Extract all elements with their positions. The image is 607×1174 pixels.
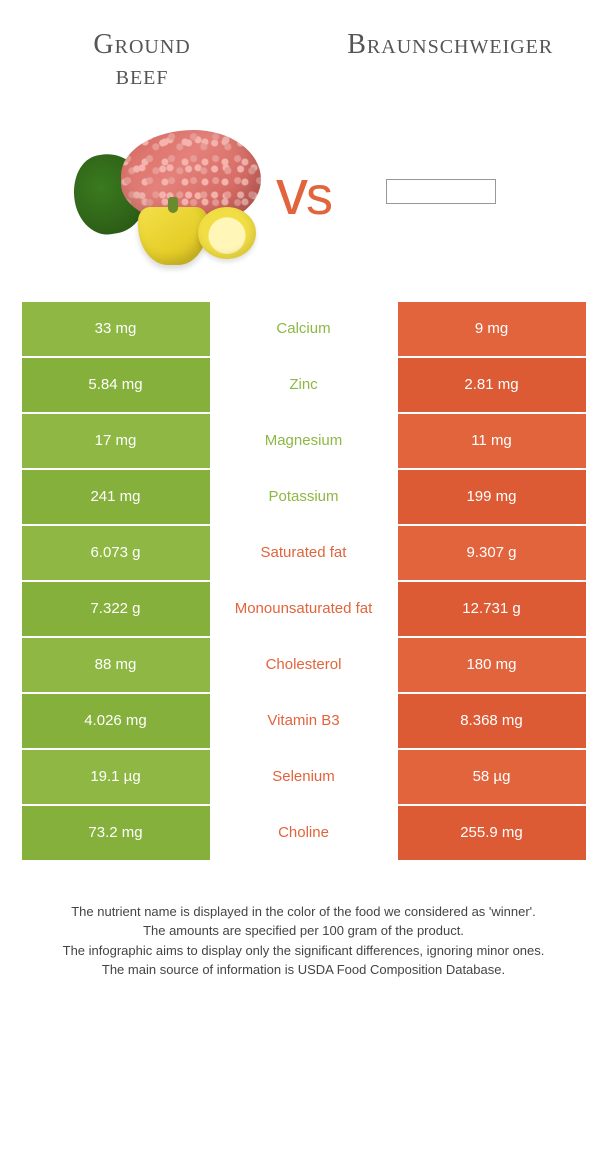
left-food-title: Ground beef [10,30,274,92]
nutrient-label: Choline [210,806,398,862]
nutrient-label: Magnesium [210,414,398,470]
table-row: 73.2 mgCholine255.9 mg [22,806,586,862]
right-food-title: Braunschweiger [304,30,598,61]
hero-images-row: vs [10,112,597,302]
right-value: 11 mg [398,414,586,470]
footnote-line: The amounts are specified per 100 gram o… [25,921,582,941]
table-row: 19.1 µgSelenium58 µg [22,750,586,806]
left-value: 5.84 mg [22,358,210,414]
nutrient-label: Potassium [210,470,398,526]
table-row: 17 mgMagnesium11 mg [22,414,586,470]
right-value: 9.307 g [398,526,586,582]
table-row: 4.026 mgVitamin B38.368 mg [22,694,586,750]
right-value: 180 mg [398,638,586,694]
footnote-line: The main source of information is USDA F… [25,960,582,980]
right-value: 199 mg [398,470,586,526]
ground-beef-illustration [66,112,266,272]
footnote-line: The nutrient name is displayed in the co… [25,902,582,922]
image-placeholder-icon [386,179,496,204]
right-value: 255.9 mg [398,806,586,862]
title-row: Ground beef Braunschweiger [10,20,597,112]
right-value: 9 mg [398,302,586,358]
left-title-line2: beef [116,60,169,91]
table-row: 7.322 gMonounsaturated fat12.731 g [22,582,586,638]
footnotes: The nutrient name is displayed in the co… [10,862,597,1000]
left-value: 241 mg [22,470,210,526]
left-value: 4.026 mg [22,694,210,750]
right-value: 8.368 mg [398,694,586,750]
vs-label: vs [266,155,341,229]
right-value: 12.731 g [398,582,586,638]
table-row: 88 mgCholesterol180 mg [22,638,586,694]
left-value: 19.1 µg [22,750,210,806]
right-value: 2.81 mg [398,358,586,414]
left-value: 33 mg [22,302,210,358]
comparison-table: 33 mgCalcium9 mg5.84 mgZinc2.81 mg17 mgM… [22,302,586,862]
left-food-image [66,112,266,272]
nutrient-label: Vitamin B3 [210,694,398,750]
left-value: 6.073 g [22,526,210,582]
right-food-image [341,112,541,272]
nutrient-label: Saturated fat [210,526,398,582]
yellow-pepper-slice-icon [198,207,256,259]
left-value: 73.2 mg [22,806,210,862]
table-row: 5.84 mgZinc2.81 mg [22,358,586,414]
left-value: 88 mg [22,638,210,694]
nutrient-label: Zinc [210,358,398,414]
table-row: 6.073 gSaturated fat9.307 g [22,526,586,582]
left-value: 17 mg [22,414,210,470]
nutrient-label: Monounsaturated fat [210,582,398,638]
left-title-line1: Ground [93,29,190,60]
nutrient-label: Cholesterol [210,638,398,694]
nutrient-label: Calcium [210,302,398,358]
nutrient-label: Selenium [210,750,398,806]
right-value: 58 µg [398,750,586,806]
footnote-line: The infographic aims to display only the… [25,941,582,961]
left-value: 7.322 g [22,582,210,638]
table-row: 33 mgCalcium9 mg [22,302,586,358]
table-row: 241 mgPotassium199 mg [22,470,586,526]
